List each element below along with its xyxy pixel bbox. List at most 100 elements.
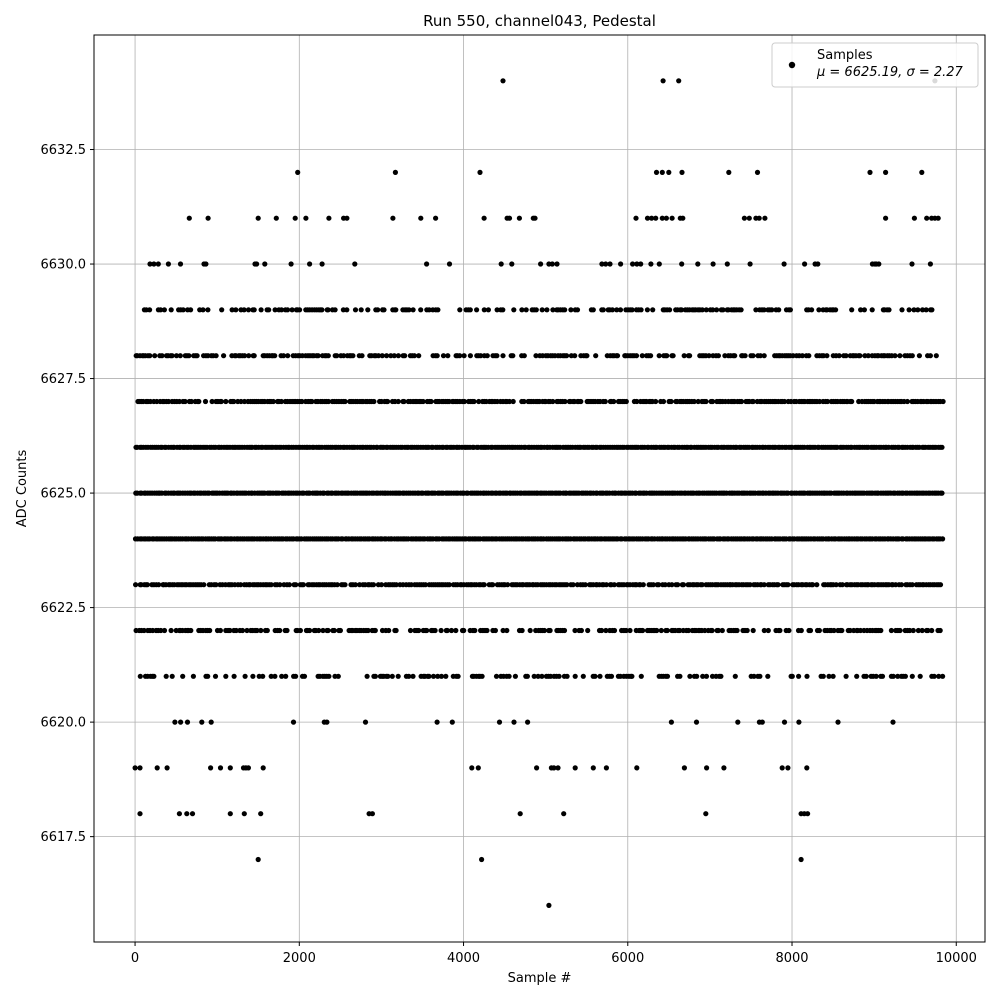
data-point — [223, 398, 229, 405]
data-point — [325, 398, 332, 405]
x-axis-label: Sample # — [508, 971, 572, 986]
data-point — [411, 353, 417, 359]
data-point — [238, 582, 244, 588]
data-point — [814, 582, 820, 588]
data-point — [915, 307, 921, 313]
data-point — [769, 307, 775, 313]
data-point — [611, 398, 617, 405]
y-tick-label: 6632.5 — [41, 143, 87, 158]
data-point — [644, 215, 651, 221]
data-point — [669, 582, 675, 588]
data-point — [667, 307, 673, 313]
data-point — [592, 673, 598, 679]
chart-title: Run 550, channel043, Pedestal — [423, 12, 656, 30]
data-point — [435, 673, 441, 679]
data-point — [839, 627, 845, 634]
data-point — [614, 353, 621, 359]
data-point — [638, 261, 644, 267]
data-point — [432, 627, 438, 634]
data-point — [511, 719, 517, 725]
data-point — [805, 811, 811, 817]
data-point — [699, 582, 705, 588]
data-point — [762, 215, 768, 221]
data-point — [911, 215, 918, 221]
data-point — [375, 353, 382, 359]
data-point — [570, 582, 576, 588]
data-point — [681, 765, 688, 771]
data-point — [611, 627, 618, 634]
data-point — [890, 673, 896, 679]
data-point — [241, 307, 247, 313]
data-point — [221, 353, 227, 359]
data-point — [668, 398, 674, 405]
data-point — [158, 307, 164, 313]
data-point — [189, 811, 196, 817]
data-point — [137, 811, 143, 817]
data-point — [446, 582, 452, 588]
data-point — [438, 627, 444, 634]
legend-marker — [788, 61, 796, 69]
data-point — [562, 307, 568, 313]
data-point — [704, 765, 710, 771]
data-point — [324, 719, 330, 725]
data-point — [703, 398, 709, 405]
y-axis-label: ADC Counts — [15, 450, 30, 528]
data-point — [245, 307, 252, 313]
data-point — [273, 215, 279, 221]
data-point — [255, 856, 261, 863]
data-point — [285, 307, 291, 313]
data-point — [532, 215, 538, 221]
data-point — [550, 398, 556, 405]
data-point — [933, 353, 939, 359]
data-point — [426, 307, 432, 313]
data-point — [184, 719, 191, 725]
data-point — [319, 307, 325, 313]
data-point — [476, 398, 482, 405]
data-point — [700, 673, 706, 679]
data-point — [406, 673, 412, 679]
data-point — [919, 627, 925, 634]
data-point — [656, 582, 662, 588]
data-point — [715, 353, 722, 359]
data-point — [213, 353, 219, 359]
data-point — [653, 215, 659, 221]
data-point — [761, 627, 767, 634]
data-point — [342, 582, 348, 588]
data-point — [899, 307, 905, 313]
data-point — [246, 353, 252, 359]
data-point — [630, 261, 636, 267]
data-point — [370, 582, 377, 588]
data-point — [927, 353, 934, 359]
data-point — [362, 719, 369, 725]
data-point — [477, 169, 483, 175]
data-point — [603, 261, 609, 267]
data-point — [873, 673, 879, 679]
data-point — [393, 582, 399, 588]
data-point — [572, 627, 578, 634]
data-point — [761, 307, 767, 313]
data-point — [597, 673, 603, 679]
data-point — [523, 307, 529, 313]
data-point — [685, 627, 692, 634]
data-point — [664, 353, 670, 359]
data-point — [578, 398, 584, 405]
data-point — [270, 398, 276, 405]
data-point — [402, 353, 408, 359]
data-point — [250, 673, 256, 679]
data-point — [260, 673, 266, 679]
data-point — [326, 673, 332, 679]
data-point — [781, 261, 787, 267]
data-point — [424, 627, 430, 634]
data-point — [638, 673, 644, 679]
data-point — [703, 811, 709, 817]
data-point — [734, 627, 740, 634]
data-point — [295, 169, 301, 175]
data-point — [709, 627, 715, 634]
data-point — [816, 307, 822, 313]
data-point — [410, 307, 416, 313]
data-point — [568, 307, 574, 313]
plot-frame — [93, 34, 986, 943]
data-point — [386, 627, 392, 634]
data-point — [593, 353, 599, 359]
y-tick-label: 6622.5 — [41, 601, 87, 616]
